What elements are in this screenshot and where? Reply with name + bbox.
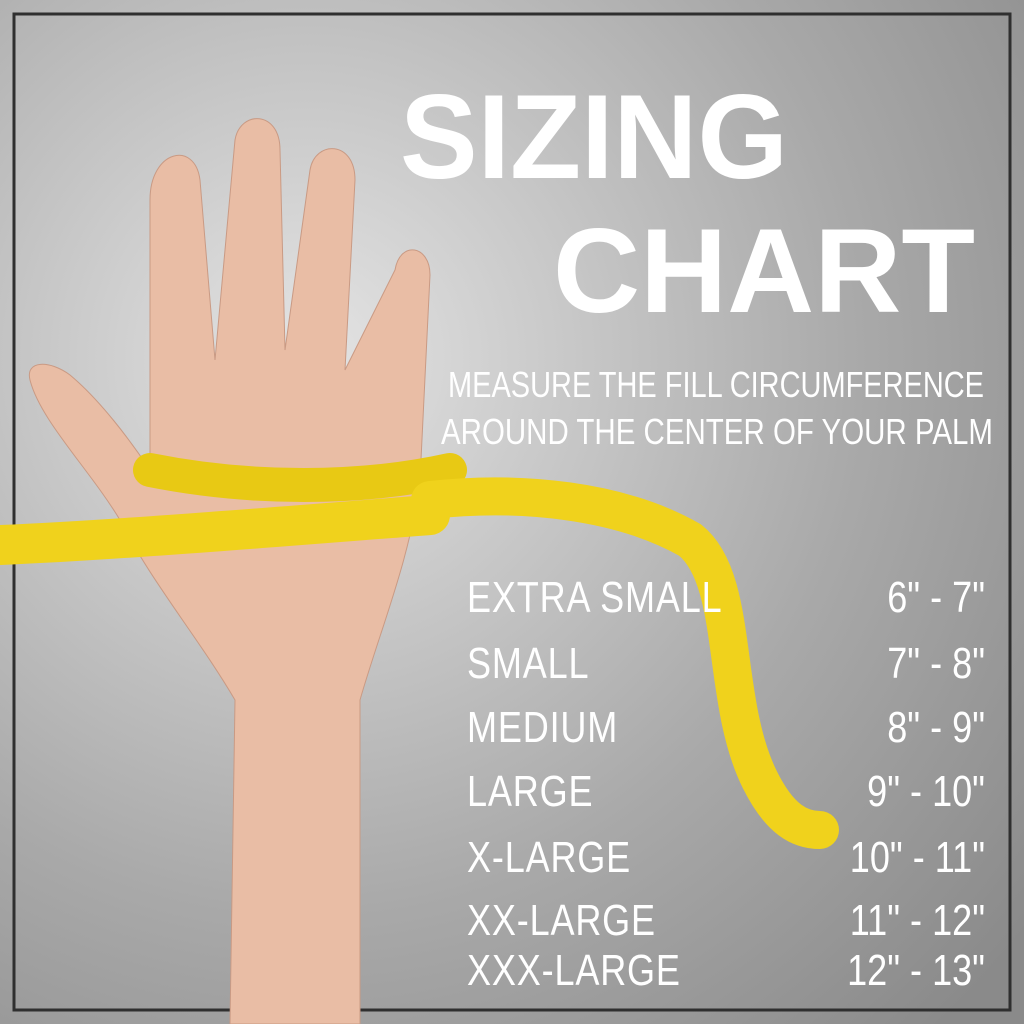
size-range: 7" - 8": [887, 639, 985, 688]
size-range: 12" - 13": [847, 946, 985, 995]
size-name: SMALL: [467, 639, 589, 688]
size-name: X-LARGE: [467, 833, 631, 882]
size-name: LARGE: [467, 767, 593, 816]
subtitle-line: AROUND THE CENTER OF YOUR PALM: [441, 411, 993, 452]
size-name: XXX-LARGE: [467, 946, 681, 995]
title-line: SIZING: [400, 70, 788, 204]
size-range: 8" - 9": [887, 703, 985, 752]
subtitle-line: MEASURE THE FILL CIRCUMFERENCE: [448, 364, 984, 405]
title-line: CHART: [553, 204, 975, 338]
size-range: 10" - 11": [850, 833, 985, 882]
tape-measure: [0, 453, 839, 849]
hand: [28, 118, 431, 1024]
size-name: XX-LARGE: [467, 896, 656, 945]
size-range: 11" - 12": [850, 896, 985, 945]
size-name: MEDIUM: [467, 703, 618, 752]
frame: [12, 12, 1012, 1012]
size-range: 6" - 7": [887, 573, 985, 622]
size-name: EXTRA SMALL: [467, 573, 723, 622]
size-range: 9" - 10": [867, 767, 985, 816]
size-table: EXTRA SMALL 6" - 7" SMALL 7" - 8" MEDIUM 8" -…: [467, 573, 985, 995]
